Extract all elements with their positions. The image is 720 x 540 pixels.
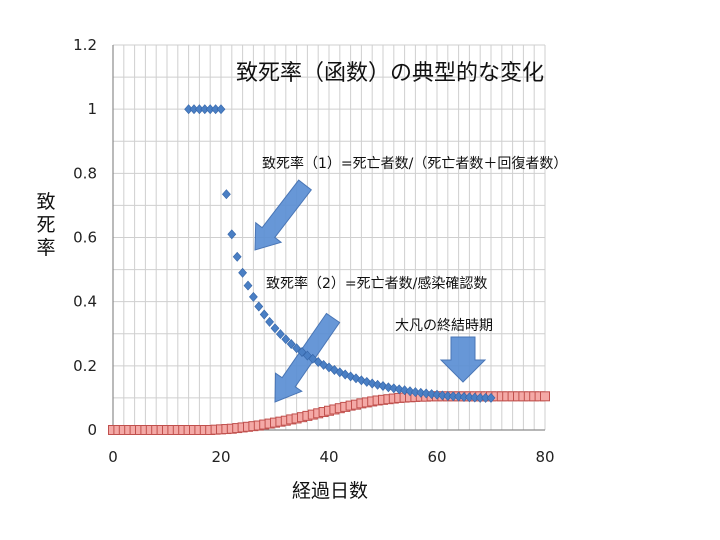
series-1-point [437,390,447,401]
series-1-point [227,229,237,240]
series-1-point [286,339,296,349]
x-tick-label: 20 [211,448,230,466]
x-tick-label: 0 [108,448,118,466]
series-1-point [292,343,302,354]
series-1-point [416,387,426,398]
x-axis-label: 経過日数 [292,480,368,502]
y-axis-label-char: 致 [36,191,55,213]
series-1-point [216,104,226,115]
series-1-point [221,189,231,200]
series-1-point [265,316,275,327]
y-axis-label: 致死率 [36,191,55,259]
y-tick-label: 0 [87,421,97,439]
annotation-label-1: 致死率（1）=死亡者数/（死亡者数＋回復者数） [262,155,567,172]
gridlines [112,44,546,431]
y-tick-label: 0.8 [73,164,97,182]
series-1-point [389,383,399,394]
series-1-point [238,267,248,278]
series-1-point [281,334,291,345]
series-1-point [394,384,404,395]
y-tick-label: 0.2 [73,357,97,375]
y-tick-label: 0.6 [73,229,97,247]
series-1-point [259,309,269,320]
series-1-point [405,386,415,397]
svg-text:致死率: 致死率 [36,191,55,259]
series-1-markers [184,104,496,403]
y-tick-labels: 0 0.2 0.4 0.6 0.8 1 1.2 [73,36,97,439]
series-1-point [297,347,307,357]
x-tick-label: 60 [427,448,446,466]
series-1-point [454,391,464,402]
series-1-point [248,291,258,302]
y-axis-label-char: 死 [36,214,55,236]
series-1-point [432,389,442,400]
arrow-to-end-period [439,336,487,383]
series-1-point [243,280,253,291]
series-2-point [540,391,550,402]
series-1-point [427,389,437,400]
x-tick-label: 40 [319,448,338,466]
series-1-point [400,385,410,396]
y-tick-label: 0.4 [73,293,97,311]
series-1-point [410,387,420,398]
arrow-to-series-1 [254,179,312,251]
series-1-point [270,323,280,334]
annotation-label-2: 致死率（2）=死亡者数/感染確認数 [266,275,487,292]
series-1-point [383,382,393,393]
series-1-point [421,388,431,399]
x-tick-labels: 0 20 40 60 80 [108,448,554,466]
series-1-point [254,301,264,312]
annotation-label-3: 大凡の終結時期 [395,318,493,334]
y-axis-label-char: 率 [36,237,55,259]
y-tick-label: 1.2 [73,36,97,54]
series-1-point [486,392,496,403]
x-tick-label: 80 [535,448,554,466]
y-tick-label: 1 [87,100,97,118]
chart-title: 致死率（函数）の典型的な変化 [236,61,544,86]
series-1-point [275,329,285,340]
series-1-point [232,251,242,262]
